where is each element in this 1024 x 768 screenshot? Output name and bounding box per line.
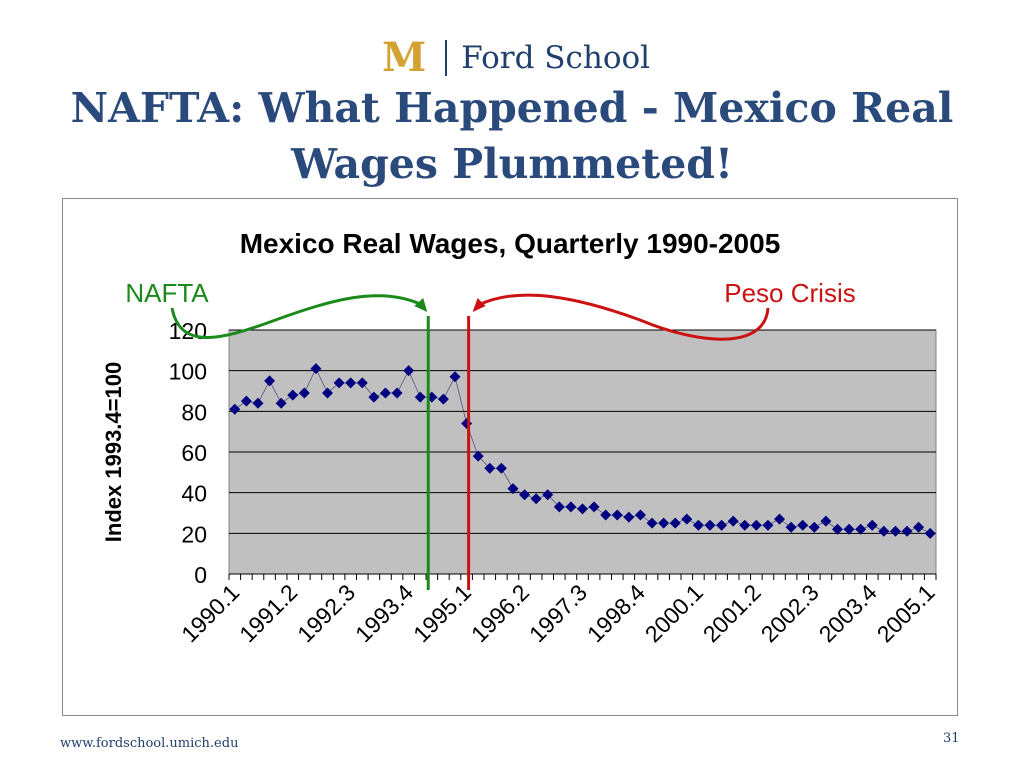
x-tick-label: 2003.4 [814, 579, 882, 647]
data-point [901, 525, 913, 537]
data-point [716, 519, 728, 531]
data-point [287, 389, 299, 401]
data-point [866, 519, 878, 531]
data-point [634, 509, 646, 521]
data-point [345, 377, 357, 389]
x-tick-label: 1990.1 [176, 579, 244, 647]
y-tick-label: 80 [181, 399, 207, 425]
data-point [808, 521, 820, 533]
x-tick-label: 1998.4 [582, 579, 650, 647]
data-point [414, 391, 426, 403]
data-point [542, 489, 554, 501]
logo-divider [445, 40, 448, 76]
data-point [692, 519, 704, 531]
y-tick-label: 0 [194, 562, 207, 588]
data-point [774, 513, 786, 525]
data-point [298, 387, 310, 399]
data-point [565, 501, 577, 513]
data-point [739, 519, 751, 531]
peso-crisis-label: Peso Crisis [724, 278, 855, 308]
data-point [322, 387, 334, 399]
x-tick-label: 1993.4 [350, 579, 418, 647]
data-point [472, 450, 484, 462]
peso-crisis-arrowhead [472, 298, 486, 312]
data-point [577, 503, 588, 515]
data-point [704, 519, 716, 531]
data-point [600, 509, 612, 521]
data-point [379, 387, 391, 399]
data-point [275, 397, 287, 409]
data-point [797, 519, 809, 531]
data-point [843, 523, 855, 535]
y-tick-label: 100 [169, 359, 207, 385]
data-point [924, 527, 936, 539]
ford-school-logo: M Ford School [382, 38, 650, 78]
data-point [611, 509, 623, 521]
data-point [785, 521, 797, 533]
page-number: 31 [943, 731, 960, 746]
x-tick-label: 2002.3 [756, 579, 824, 647]
data-point [750, 519, 762, 531]
data-point [831, 523, 843, 535]
x-tick-label: 1991.2 [234, 579, 302, 647]
data-point [449, 371, 461, 383]
data-point [391, 387, 403, 399]
data-point [553, 501, 565, 513]
data-point [519, 489, 531, 501]
data-point [762, 519, 774, 531]
data-point [878, 525, 890, 537]
data-point [368, 391, 380, 403]
data-point [913, 521, 925, 533]
data-point [252, 397, 264, 409]
data-point [623, 511, 635, 523]
x-tick-label: 1996.2 [466, 579, 534, 647]
slide-title: NAFTA: What Happened - Mexico Real Wages… [70, 84, 954, 188]
data-point [889, 525, 901, 537]
x-tick-label: 1997.3 [524, 579, 592, 647]
x-tick-label: 1992.3 [292, 579, 360, 647]
data-point [484, 462, 496, 474]
data-point [658, 517, 670, 529]
x-tick-label: 2001.2 [698, 579, 766, 647]
x-tick-label: 2000.1 [640, 579, 708, 647]
footer-url[interactable]: www.fordschool.umich.edu [60, 736, 239, 751]
nafta-label: NAFTA [125, 278, 209, 308]
data-point [507, 483, 519, 495]
nafta-arrow [170, 294, 423, 339]
data-point [588, 501, 600, 513]
x-tick-label: 1995.1 [408, 579, 476, 647]
data-point [820, 515, 832, 527]
logo-text: Ford School [461, 40, 651, 76]
data-point [240, 395, 252, 407]
chart-title: Mexico Real Wages, Quarterly 1990-2005 [240, 228, 781, 259]
y-tick-label: 120 [169, 318, 207, 344]
y-tick-label: 40 [181, 481, 207, 507]
data-point [681, 513, 693, 525]
data-point [403, 365, 415, 377]
data-point [727, 515, 739, 527]
data-point [229, 403, 241, 415]
nafta-arrowhead [414, 298, 428, 312]
y-tick-label: 20 [181, 521, 207, 547]
data-point [310, 363, 322, 375]
data-point [646, 517, 658, 529]
data-point [264, 375, 276, 387]
data-point [495, 462, 507, 474]
x-tick-label: 2005.1 [872, 579, 940, 647]
data-point [530, 493, 542, 505]
data-point [855, 523, 867, 535]
y-tick-label: 60 [181, 440, 207, 466]
data-point [437, 393, 449, 405]
data-point [356, 377, 368, 389]
michigan-block-m-logo: M [382, 34, 426, 81]
data-point [333, 377, 345, 389]
peso-crisis-arrow [477, 293, 770, 341]
data-point [669, 517, 681, 529]
y-axis-label: Index 1993.4=100 [101, 362, 126, 542]
